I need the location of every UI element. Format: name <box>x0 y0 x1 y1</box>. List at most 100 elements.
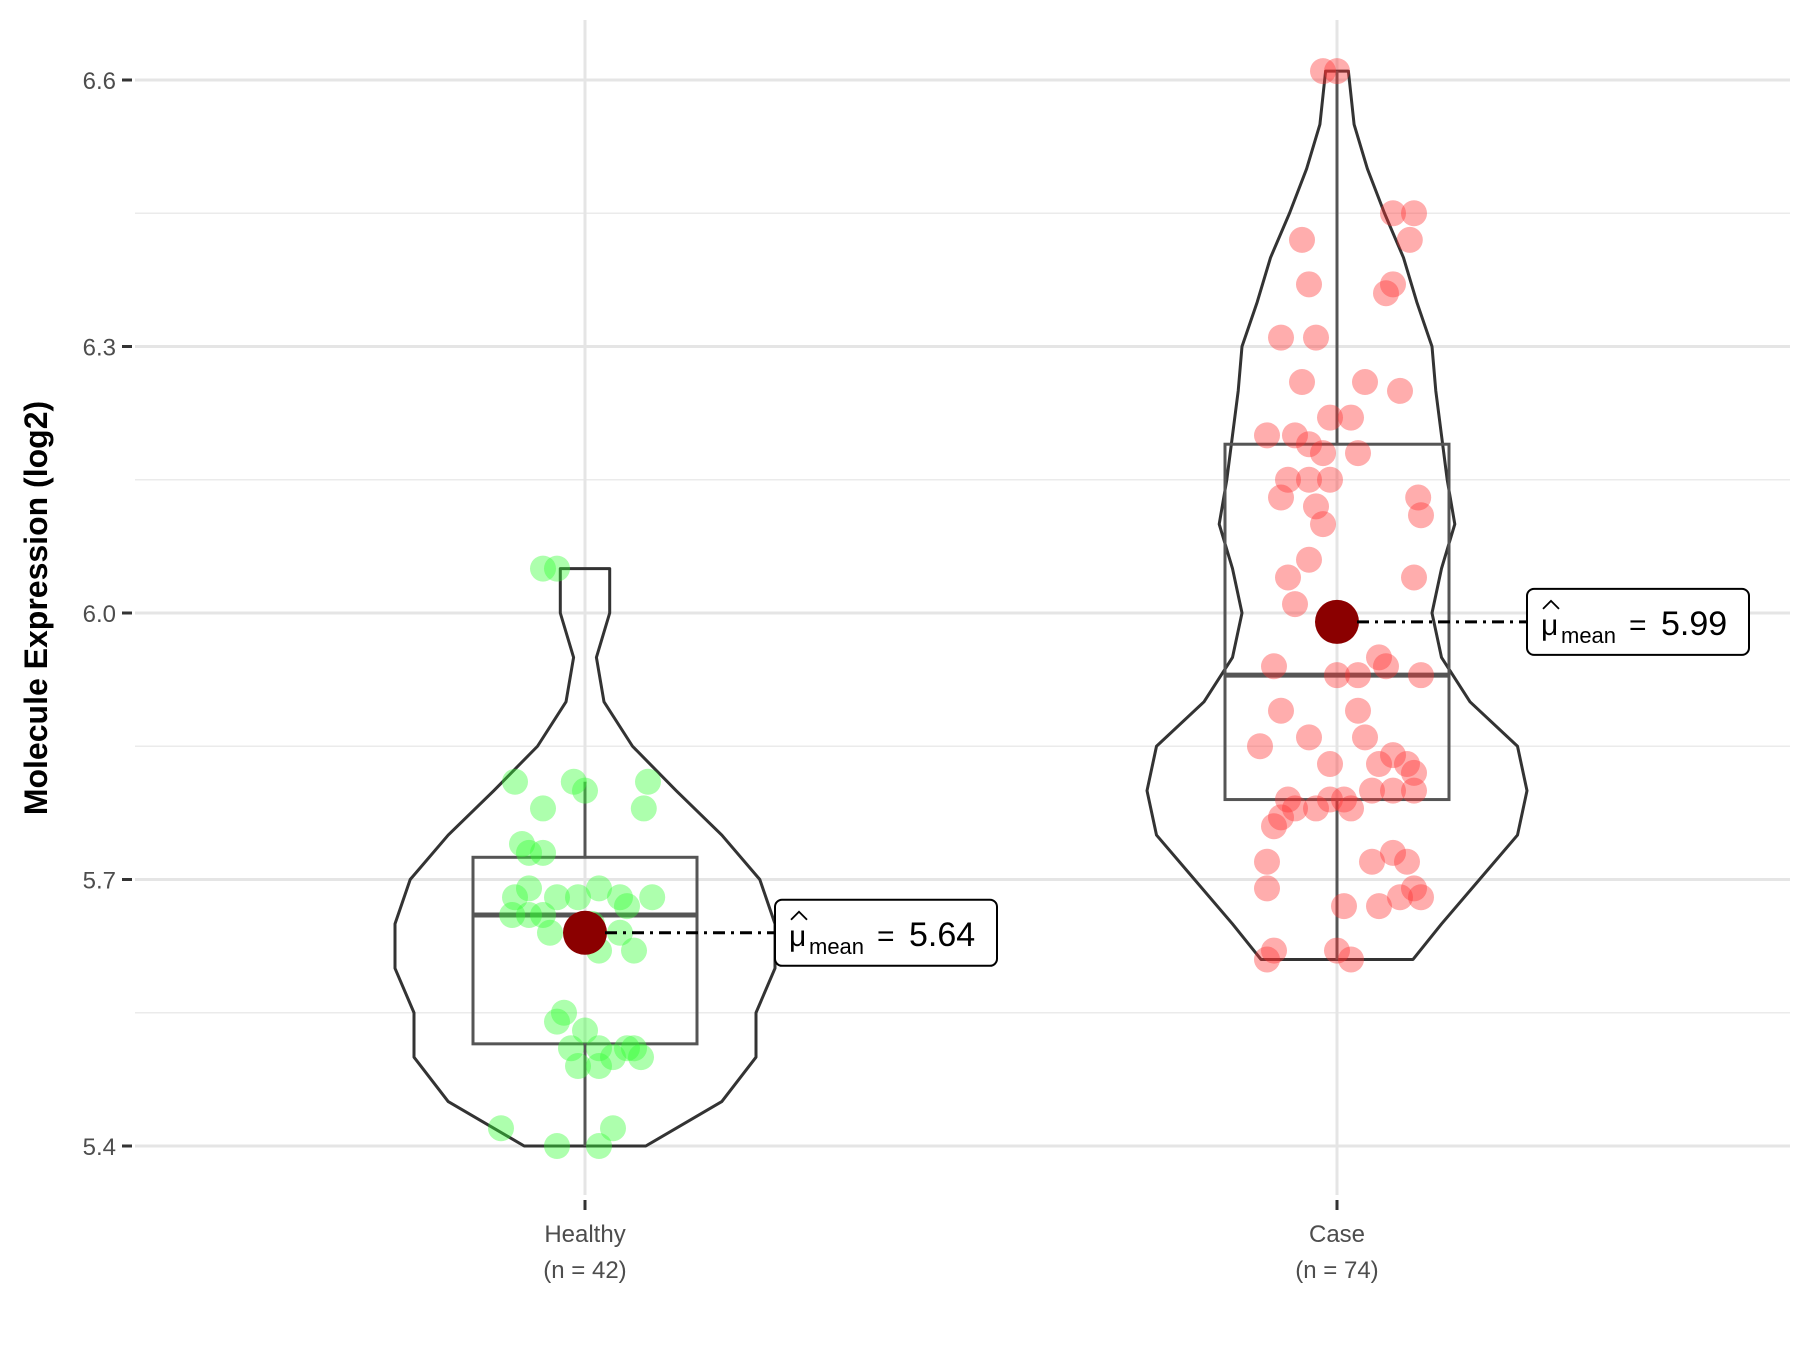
data-point <box>586 1053 612 1080</box>
data-point <box>586 875 612 902</box>
data-point <box>1282 591 1308 618</box>
data-point <box>1324 662 1350 689</box>
data-point <box>1394 848 1420 875</box>
data-point <box>1387 884 1413 911</box>
mean-value-label: 5.99 <box>1661 605 1727 643</box>
data-point <box>544 1008 570 1035</box>
data-point <box>1359 848 1385 875</box>
data-point <box>1282 795 1308 822</box>
data-point <box>1268 804 1294 831</box>
data-point <box>558 1035 584 1062</box>
data-point <box>551 999 577 1026</box>
data-point <box>639 884 666 911</box>
data-point <box>1296 271 1322 298</box>
data-point <box>1275 786 1301 813</box>
data-point <box>1282 422 1308 449</box>
data-point <box>1401 564 1427 591</box>
data-point <box>1247 733 1273 760</box>
data-point <box>572 777 598 804</box>
data-point <box>614 1035 640 1062</box>
data-point <box>1317 751 1343 778</box>
x-tick-label: Healthy <box>544 1221 625 1248</box>
data-point <box>600 1044 626 1071</box>
mean-annotations: μ mean = 5.64μ mean = 5.99 <box>563 587 1750 967</box>
data-point <box>516 902 542 929</box>
data-point <box>1310 511 1336 538</box>
data-point <box>1254 848 1280 875</box>
x-tick-label: Case <box>1309 1221 1365 1248</box>
equals-sign: = <box>1629 609 1647 642</box>
data-point <box>1401 200 1427 227</box>
data-point <box>1366 893 1392 920</box>
y-tick-label: 6.3 <box>83 335 116 362</box>
data-point <box>1289 369 1315 396</box>
data-point <box>509 830 535 857</box>
data-point <box>1296 546 1322 573</box>
y-tick-label: 5.7 <box>83 868 116 895</box>
data-point <box>1380 200 1406 227</box>
y-tick-label: 5.4 <box>83 1134 116 1161</box>
data-point <box>1275 564 1301 591</box>
data-point <box>1401 759 1427 786</box>
data-point <box>1303 324 1329 351</box>
mean-label-box <box>1526 587 1750 656</box>
data-point <box>1366 751 1392 778</box>
data-point <box>502 884 528 911</box>
data-point <box>1254 422 1280 449</box>
jitter-points <box>488 58 1434 1159</box>
data-point <box>607 884 633 911</box>
data-point <box>1275 466 1301 493</box>
data-point <box>544 884 570 911</box>
mu-symbol: μ <box>1541 609 1558 642</box>
hat-icon <box>790 910 808 921</box>
mean-subscript: mean <box>809 934 864 959</box>
data-point <box>1268 697 1294 724</box>
mean-value-label: 5.64 <box>909 916 975 954</box>
data-point <box>565 1053 591 1080</box>
data-point <box>1338 946 1364 973</box>
data-point <box>1254 946 1280 973</box>
data-point <box>630 795 657 822</box>
data-point <box>1331 893 1357 920</box>
data-point <box>1338 404 1364 431</box>
data-point <box>607 919 633 946</box>
data-point <box>516 875 542 902</box>
data-point <box>1268 324 1294 351</box>
data-point <box>1261 937 1287 964</box>
data-point <box>1331 786 1357 813</box>
data-point <box>1317 786 1343 813</box>
data-point <box>1366 644 1392 671</box>
data-point <box>1268 484 1294 511</box>
data-point <box>600 1115 626 1142</box>
data-point <box>1380 742 1406 769</box>
data-point <box>635 768 661 795</box>
data-point <box>544 1133 570 1159</box>
hat-icon <box>1542 599 1560 610</box>
data-point <box>560 768 587 795</box>
data-point <box>1359 777 1385 804</box>
data-point <box>488 1115 514 1142</box>
data-point <box>1405 484 1432 511</box>
data-point <box>1296 431 1322 458</box>
y-axis-title: Molecule Expression (log2) <box>18 401 54 815</box>
data-point <box>1324 58 1350 85</box>
data-point <box>1380 839 1406 866</box>
data-point <box>1296 466 1322 493</box>
mean-point <box>563 910 607 955</box>
data-point <box>1408 502 1434 529</box>
data-point <box>530 902 556 929</box>
data-point <box>1303 493 1329 520</box>
data-point <box>499 902 526 929</box>
data-point <box>586 1133 612 1159</box>
data-point <box>1289 226 1315 253</box>
data-point <box>1310 440 1336 467</box>
data-point <box>1408 884 1434 911</box>
data-point <box>1324 937 1350 964</box>
data-point <box>1401 875 1427 902</box>
data-point <box>1345 697 1371 724</box>
data-point <box>1338 795 1364 822</box>
data-point <box>1408 662 1434 689</box>
mean-point <box>1315 599 1359 644</box>
data-point <box>1352 369 1378 396</box>
